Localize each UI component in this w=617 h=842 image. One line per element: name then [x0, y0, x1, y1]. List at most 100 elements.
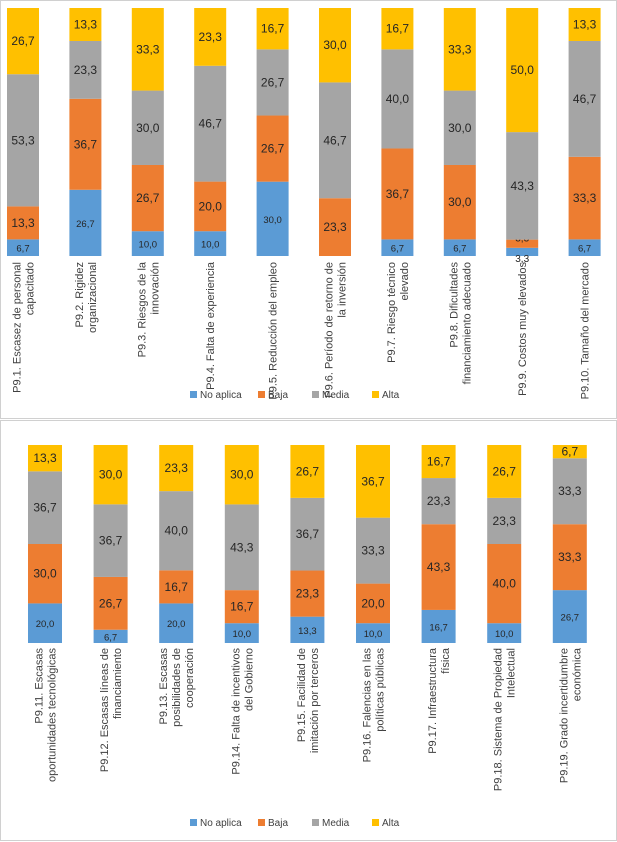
data-label: 10,0 — [201, 240, 220, 251]
data-label: 43,3 — [511, 179, 535, 193]
bar-segment — [381, 148, 414, 240]
bar-segment — [194, 65, 227, 182]
data-label: 43,3 — [230, 540, 254, 554]
data-label: 30,0 — [448, 195, 472, 209]
bar-segment — [487, 623, 522, 643]
data-label: 23,3 — [165, 461, 189, 475]
bar-segment — [290, 497, 325, 571]
bar-segment — [443, 239, 476, 256]
bar-segment — [568, 239, 601, 256]
chart-top-legend: No aplica Baja Media Alta — [190, 390, 400, 401]
data-label: 16,7 — [427, 455, 451, 469]
data-label: 26,7 — [493, 464, 517, 478]
data-label: 20,0 — [36, 619, 55, 630]
legend-swatch — [258, 819, 265, 826]
bar-segment — [421, 524, 456, 610]
bar-segment — [506, 132, 539, 240]
data-label: 33,3 — [448, 42, 472, 56]
data-label: 26,7 — [561, 613, 580, 624]
data-label: 26,7 — [261, 142, 285, 156]
chart-bottom: 20,0 30,0 36,7 13,3 6,7 26,7 36,7 30,0 20,0 16,7 4… — [0, 420, 617, 841]
data-label: 6,7 — [578, 244, 591, 255]
legend-swatch — [312, 819, 319, 826]
chart-top-categories: P9.1. Escasez de personalcapacitado P9.2.… — [12, 261, 592, 399]
bar-segment — [7, 239, 39, 256]
legend-label: Media — [322, 818, 350, 829]
bar-segment — [506, 239, 539, 248]
category-label: P9.2. Rigidezorganizacional — [74, 262, 99, 333]
bar-segment — [28, 603, 62, 643]
data-label: 36,7 — [296, 527, 320, 541]
legend-swatch — [258, 391, 265, 398]
data-label: 30,0 — [136, 121, 160, 135]
data-label: 40,0 — [386, 92, 410, 106]
data-label: 16,7 — [165, 580, 189, 594]
legend-swatch — [312, 391, 319, 398]
data-label: 26,7 — [76, 219, 95, 230]
chart-bottom-bars: 20,0 30,0 36,7 13,3 6,7 26,7 36,7 30,0 20,0 16,7 4… — [28, 445, 587, 643]
bar-segment — [159, 445, 194, 492]
bar-segment — [93, 504, 128, 577]
legend-label: No aplica — [200, 818, 242, 829]
data-label: 36,7 — [33, 501, 57, 515]
bar-segment — [356, 583, 390, 624]
data-label: 46,7 — [573, 92, 597, 106]
chart-bottom-legend: No aplica Baja Media Alta — [190, 818, 400, 829]
data-label: 13,3 — [33, 451, 57, 465]
bar-segment — [159, 603, 194, 643]
bar-segment — [256, 49, 289, 116]
category-label: P9.14. Falta de incentivosdel Gobierno — [230, 648, 255, 775]
data-label: 30,0 — [448, 121, 472, 135]
legend-label: No aplica — [200, 390, 242, 401]
bar-segment — [506, 8, 539, 133]
data-label: 40,0 — [165, 524, 189, 538]
category-label: P9.8. Dificultadesfinanciamiento adecuad… — [448, 262, 473, 385]
legend-swatch — [190, 819, 197, 826]
data-label: 36,7 — [74, 137, 98, 151]
data-label: 20,0 — [361, 596, 385, 610]
data-label: 3,3 — [515, 254, 529, 265]
data-label: 43,3 — [427, 560, 451, 574]
bar-segment — [381, 239, 414, 256]
data-label: 46,7 — [199, 117, 223, 131]
data-label: 23,3 — [427, 494, 451, 508]
category-label: P9.9. Costos muy elevados — [517, 262, 529, 396]
data-label: 6,7 — [561, 445, 578, 459]
bar-segment — [256, 115, 289, 182]
bar-segment — [159, 491, 194, 571]
bar-segment — [28, 445, 62, 472]
bar-segment — [290, 616, 325, 643]
bar-segment — [487, 497, 522, 544]
bar-segment — [319, 198, 351, 256]
bar-segment — [93, 445, 128, 505]
data-label: 23,3 — [323, 220, 347, 234]
bar-segment — [69, 189, 102, 256]
category-label: P9.17. Infraestructurafísica — [427, 647, 452, 754]
data-label: 16,7 — [386, 22, 410, 36]
bar-segment — [443, 164, 476, 240]
data-label: 33,3 — [573, 191, 597, 205]
bar-segment — [159, 570, 194, 604]
category-label: P9.11. Escasasoportunidades tecnológicas — [34, 648, 59, 782]
data-label: 6,7 — [104, 632, 117, 643]
bar-segment — [7, 206, 39, 240]
bar-segment — [224, 590, 259, 624]
category-label: P9.15. Facilidad deimitación por tercero… — [296, 648, 321, 754]
data-label: 10,0 — [495, 629, 514, 640]
data-label: 6,7 — [391, 244, 404, 255]
bar-segment — [552, 458, 587, 525]
category-label: P9.12. Escasas líneas definanciamiento — [99, 648, 124, 772]
data-label: 16,7 — [261, 22, 285, 36]
bar-segment — [568, 8, 601, 41]
category-label: P9.19. Grado incertidumbreeconómica — [558, 647, 583, 783]
category-label: P9.7. Riesgo técnicoelevado — [386, 262, 411, 363]
data-label: 23,3 — [296, 587, 320, 601]
data-label: 20,0 — [199, 199, 223, 213]
bar-segment — [290, 570, 325, 617]
chart-top-bars: 6,7 13,3 53,3 26,7 26,7 36,7 23,3 13,3 10,0 26,7 3… — [7, 8, 601, 265]
bar-segment — [319, 8, 351, 83]
data-label: 26,7 — [99, 596, 123, 610]
data-label: 30,0 — [323, 38, 347, 52]
data-label: 20,0 — [167, 619, 186, 630]
bar-segment — [552, 590, 587, 643]
